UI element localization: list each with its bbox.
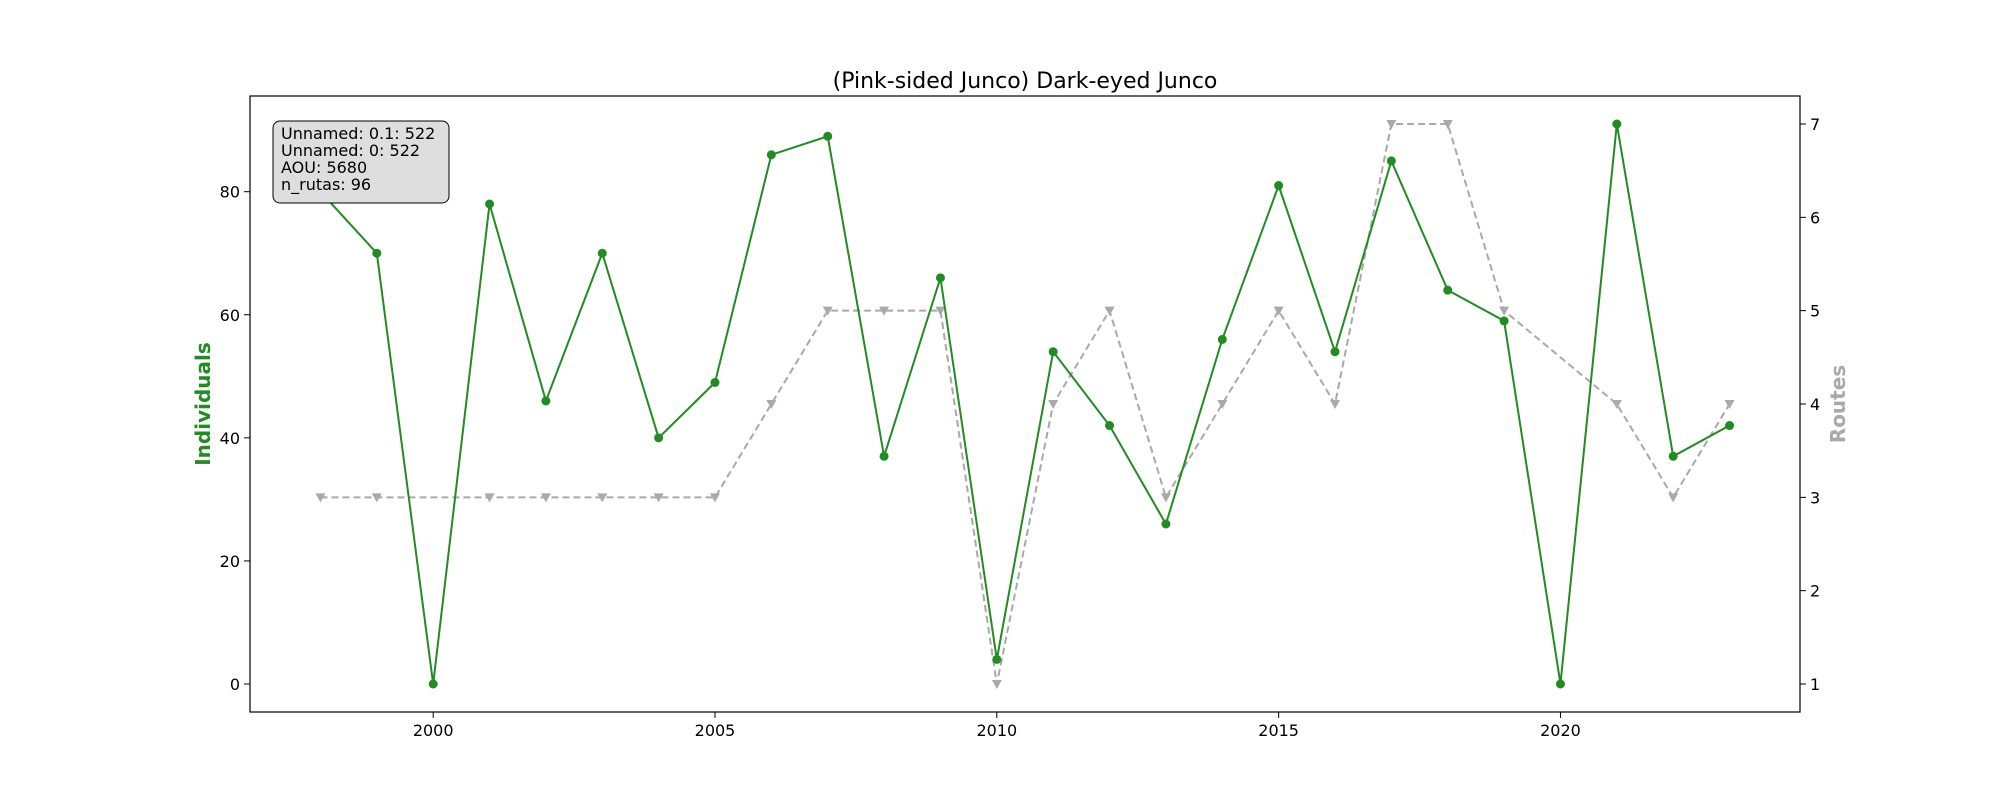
routes-point (1611, 400, 1622, 409)
individuals-point (710, 377, 720, 387)
routes-point (766, 400, 777, 409)
routes-point (597, 493, 608, 503)
individuals-point (1161, 519, 1171, 529)
info-box-line: Unnamed: 0: 522 (281, 141, 420, 160)
individuals-point (1048, 347, 1058, 357)
individuals-point (1105, 421, 1115, 431)
individuals-point (766, 150, 776, 160)
info-box-line: AOU: 5680 (281, 158, 367, 177)
y-right-tick-label: 2 (1810, 582, 1820, 601)
routes-point (1160, 493, 1171, 503)
routes-point (1386, 120, 1397, 129)
individuals-point (1330, 347, 1340, 357)
routes-point (1330, 400, 1340, 409)
individuals-point (879, 451, 889, 461)
x-tick-label: 2020 (1540, 721, 1581, 740)
routes-point (653, 493, 664, 503)
individuals-point (992, 654, 1002, 664)
y-axis-right: 1 2 3 4 5 6 7 (1800, 115, 1820, 694)
y-axis-left: 0 20 40 60 80 (220, 183, 250, 694)
y-left-tick-label: 60 (220, 306, 240, 325)
routes-point (484, 493, 495, 503)
routes-point (1724, 400, 1735, 409)
x-tick-label: 2005 (695, 721, 736, 740)
info-box-frame (272, 120, 450, 204)
routes-point (1217, 400, 1228, 409)
individuals-point (1274, 181, 1284, 191)
individuals-point (1668, 451, 1678, 461)
y-left-tick-label: 0 (230, 675, 240, 694)
routes-point (1668, 493, 1679, 503)
y-right-tick-label: 6 (1810, 208, 1820, 227)
y-right-tick-label: 3 (1810, 488, 1820, 507)
y-left-tick-label: 20 (220, 552, 240, 571)
routes-point (879, 306, 890, 316)
individuals-point (1499, 316, 1509, 326)
individuals-point (372, 248, 382, 258)
individuals-point (428, 679, 438, 689)
individuals-point (823, 131, 833, 141)
routes-point (1499, 306, 1510, 316)
x-axis: 2000 2005 2010 2015 2020 (413, 712, 1581, 740)
individuals-point (1612, 119, 1622, 129)
info-box: Unnamed: 0.1: 522 Unnamed: 0: 522 AOU: 5… (272, 120, 450, 204)
individuals-point (597, 248, 607, 258)
routes-line (320, 123, 1731, 685)
y-left-tick-label: 80 (220, 183, 240, 202)
y-axis-right-label: Routes (1826, 365, 1850, 443)
x-tick-label: 2010 (976, 721, 1017, 740)
individuals-line (319, 123, 1731, 685)
series-routes (315, 120, 1735, 689)
routes-point (1442, 120, 1453, 129)
routes-point (1104, 306, 1115, 316)
x-tick-label: 2015 (1258, 721, 1299, 740)
individuals-point (1443, 285, 1453, 295)
routes-point (540, 493, 551, 503)
y-right-tick-label: 4 (1810, 395, 1820, 414)
y-left-tick-label: 40 (220, 429, 240, 448)
routes-point (315, 493, 326, 503)
y-right-tick-label: 1 (1810, 675, 1820, 694)
routes-point (822, 306, 833, 316)
routes-point (1273, 306, 1284, 316)
individuals-point (1386, 156, 1396, 166)
individuals-point (1725, 421, 1735, 431)
y-right-tick-label: 7 (1810, 115, 1820, 134)
chart-title: (Pink-sided Junco) Dark-eyed Junco (833, 69, 1218, 94)
info-box-line: Unnamed: 0.1: 522 (281, 124, 435, 143)
routes-point (710, 493, 720, 503)
series-individuals (315, 119, 1735, 689)
individuals-point (485, 199, 495, 209)
individuals-point (654, 433, 664, 443)
routes-point (935, 306, 946, 316)
routes-point (1048, 400, 1059, 409)
routes-point (371, 493, 382, 503)
info-box-line: n_rutas: 96 (281, 175, 371, 195)
individuals-point (1555, 679, 1565, 689)
individuals-point (935, 273, 945, 283)
individuals-point (1217, 334, 1227, 344)
individuals-point (541, 396, 551, 406)
y-axis-left-label: Individuals (191, 342, 215, 466)
x-tick-label: 2000 (413, 721, 454, 740)
y-right-tick-label: 5 (1810, 302, 1820, 321)
routes-point (991, 680, 1002, 689)
